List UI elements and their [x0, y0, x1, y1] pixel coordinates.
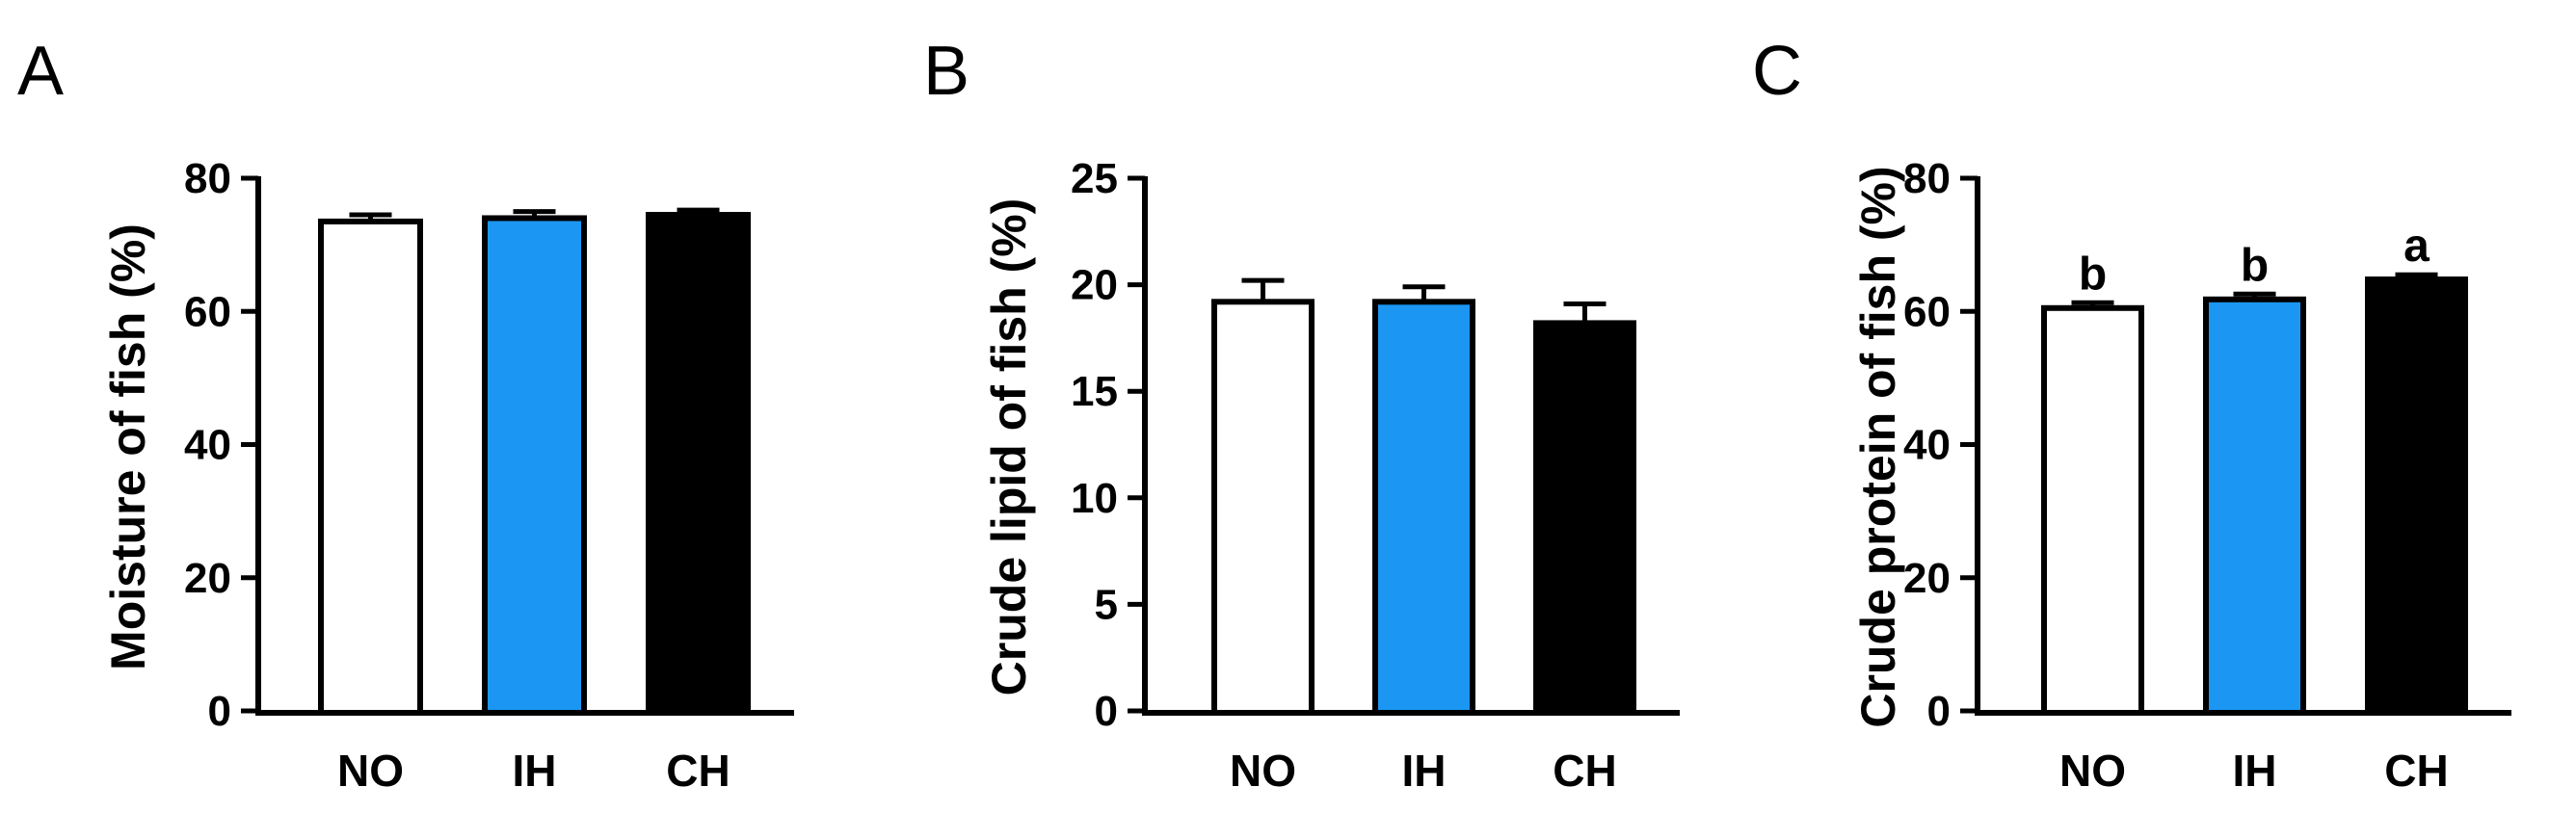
y-axis-label-b: Crude lipid of fish (%) [982, 198, 1036, 696]
category-label-b: IH [1402, 746, 1447, 796]
panel-b: B Crude lipid of fish (%) 0 5 10 15 20 25 NO IH… [923, 33, 1680, 796]
y-tick-label-c: 20 [1903, 555, 1951, 602]
y-tick-label-a: 20 [184, 555, 231, 602]
bar-b-ch [1533, 320, 1636, 716]
y-tick-label-c: 40 [1903, 422, 1951, 469]
category-label-c: CH [2384, 746, 2448, 796]
y-tick-label-c: 0 [1927, 688, 1951, 735]
y-tick-label-b: 5 [1095, 581, 1118, 628]
y-tick-label-b: 15 [1071, 368, 1118, 415]
bar-a-no [318, 218, 423, 716]
y-axis-label-a: Moisture of fish (%) [101, 223, 155, 670]
y-tick-label-a: 40 [184, 422, 231, 469]
bar-c-no [2041, 304, 2144, 716]
y-tick-label-b: 0 [1095, 688, 1118, 735]
category-label-c: IH [2233, 746, 2277, 796]
category-label-a: IH [513, 746, 557, 796]
y-tick-label-b: 20 [1071, 262, 1118, 309]
category-label-b: NO [1230, 746, 1296, 796]
y-tick-label-a: 0 [208, 688, 231, 735]
category-label-c: NO [2059, 746, 2126, 796]
bar-a-ch [646, 212, 751, 717]
panel-letter-c: C [1752, 33, 1802, 110]
panel-letter-b: B [923, 33, 969, 110]
bar-c-ch [2365, 276, 2468, 716]
bar-a-ih [482, 215, 587, 717]
significance-label-c: b [2241, 240, 2269, 291]
panel-a: A Moisture of fish (%) 0 20 40 60 80 NO IH CH [17, 33, 794, 796]
panel-letter-a: A [17, 33, 64, 110]
category-label-b: CH [1553, 746, 1616, 796]
significance-label-c: b [2079, 249, 2107, 300]
y-tick-label-b: 10 [1071, 475, 1118, 522]
panel-c: C Crude protein of fish (%) 0 20 40 60 80 NO b… [1752, 33, 2511, 796]
y-axis-label-c: Crude protein of fish (%) [1851, 166, 1905, 727]
bar-b-no [1211, 299, 1315, 716]
category-label-a: CH [666, 746, 730, 796]
y-tick-label-a: 80 [184, 155, 231, 202]
y-tick-label-b: 25 [1071, 155, 1118, 202]
category-label-a: NO [337, 746, 404, 796]
y-tick-label-c: 80 [1903, 155, 1951, 202]
y-tick-label-c: 60 [1903, 288, 1951, 335]
y-tick-label-a: 60 [184, 288, 231, 335]
significance-label-c: a [2403, 221, 2430, 272]
bar-b-ih [1372, 299, 1475, 716]
bar-c-ih [2203, 296, 2306, 716]
